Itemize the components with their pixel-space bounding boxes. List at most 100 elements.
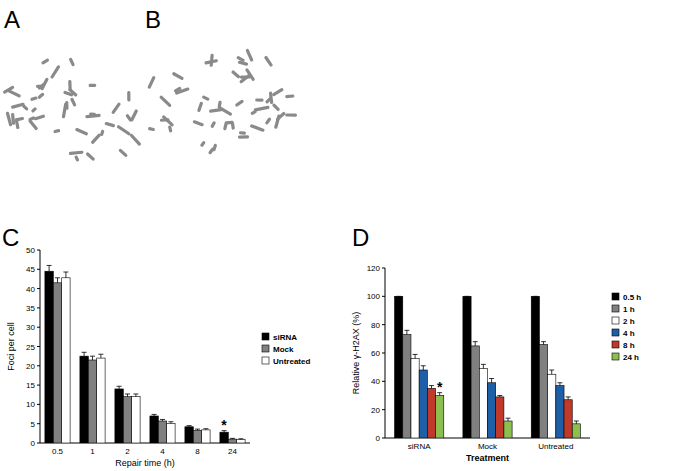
error-cap: [55, 277, 60, 278]
y-tick-label: 15: [26, 381, 35, 390]
chromosome: [69, 151, 84, 156]
figure: ABC051015202530354045500.5124824Repair t…: [0, 0, 685, 471]
chromosome: [255, 98, 263, 101]
error-bar: [238, 438, 243, 440]
error-bar: [574, 421, 579, 424]
x-tick-label: siRNA: [408, 442, 431, 451]
legend-swatch: [612, 293, 619, 300]
chromosome: [68, 80, 72, 92]
chromosome: [127, 91, 130, 101]
panel-label: D: [352, 224, 369, 251]
error-line: [49, 265, 50, 271]
y-tick: [37, 269, 40, 270]
annotation: *: [221, 417, 227, 433]
y-tick-label: 45: [26, 265, 35, 274]
error-cap: [421, 365, 426, 366]
y-axis-title: Relative γ-H2AX (%): [351, 312, 361, 395]
y-tick-label: 0: [376, 434, 381, 443]
y-tick: [382, 381, 385, 382]
annotation: *: [437, 379, 443, 395]
error-line: [568, 397, 569, 400]
plot-marks: [395, 296, 581, 438]
error-bar: [203, 429, 208, 430]
chromosome: [250, 124, 265, 132]
error-cap: [47, 265, 52, 266]
chromosome: [53, 129, 60, 134]
bar: [115, 389, 123, 443]
error-cap: [473, 341, 478, 342]
chromosome: [89, 112, 96, 116]
chromosome: [173, 86, 181, 93]
chromosome: [272, 103, 281, 112]
bar: [45, 271, 53, 443]
error-cap: [203, 428, 208, 429]
chromosome: [70, 97, 77, 107]
legend-swatch: [612, 341, 619, 348]
error-cap: [82, 352, 87, 353]
bar: [185, 427, 193, 443]
error-line: [475, 342, 476, 346]
chromosome: [28, 119, 39, 131]
chromosome: [89, 84, 97, 87]
bar: [237, 440, 245, 443]
legend-swatch: [262, 357, 269, 364]
chromosome: [192, 120, 204, 127]
error-line: [119, 386, 120, 389]
y-tick: [37, 250, 40, 251]
y-tick-label: 10: [26, 400, 35, 409]
chromosome: [168, 125, 173, 133]
legend-swatch: [612, 305, 619, 312]
chromosome: [250, 110, 257, 116]
error-bar: [489, 379, 494, 383]
error-bar: [168, 422, 173, 424]
error-bar: [125, 394, 130, 397]
chromosome: [223, 121, 228, 130]
chromosome: [238, 135, 249, 138]
error-cap: [429, 385, 434, 386]
chromosome: [231, 70, 241, 79]
chromosome: [265, 96, 273, 104]
chromosome: [217, 105, 232, 116]
chromosome: [100, 129, 105, 136]
error-cap: [125, 393, 130, 394]
y-tick-label: 20: [26, 362, 35, 371]
bar: [504, 421, 512, 438]
error-cap: [160, 419, 165, 420]
error-cap: [187, 425, 192, 426]
y-tick-label: 120: [367, 264, 381, 273]
chromosome: [6, 111, 13, 126]
y-tick: [382, 438, 385, 439]
chromosome: [202, 95, 210, 101]
chromosome: [240, 75, 251, 78]
x-tick-label: 2: [125, 447, 130, 456]
error-bar: [47, 265, 52, 271]
error-line: [491, 379, 492, 383]
chromosome-spread: [2, 57, 155, 162]
y-tick: [37, 346, 40, 347]
chromosome: [85, 152, 95, 162]
chromosome: [50, 65, 61, 79]
error-line: [423, 366, 424, 370]
error-bar: [429, 386, 434, 389]
legend-label: 24 h: [623, 353, 639, 362]
y-tick-label: 60: [371, 349, 380, 358]
chromosome: [204, 59, 218, 65]
bar: [220, 432, 228, 443]
error-line: [406, 330, 407, 334]
y-tick: [37, 404, 40, 405]
y-tick-label: 5: [31, 420, 36, 429]
chromosome: [62, 102, 68, 118]
error-cap: [195, 429, 200, 430]
bar: [564, 400, 572, 438]
error-line: [65, 272, 66, 278]
error-cap: [152, 414, 157, 415]
bar: [158, 421, 166, 443]
x-tick-label: 1: [90, 447, 95, 456]
error-cap: [133, 393, 138, 394]
chromosome: [75, 127, 89, 135]
error-line: [100, 354, 101, 358]
bar: [411, 359, 419, 438]
error-bar: [566, 397, 571, 400]
error-line: [415, 354, 416, 358]
y-tick-label: 20: [371, 406, 380, 415]
